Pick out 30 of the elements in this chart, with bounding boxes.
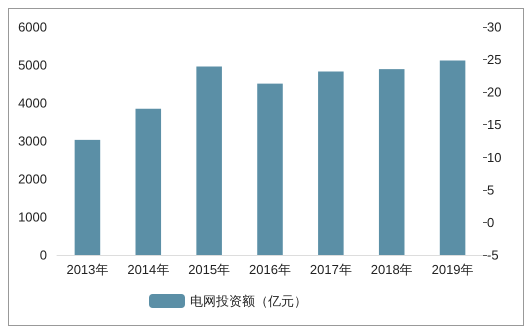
bar [440,60,466,255]
x-tick-label: 2018年 [370,262,413,277]
y2-tick-label: 10 [487,150,502,165]
y-tick-label: 3000 [18,134,47,148]
x-tick-label: 2014年 [127,262,170,277]
y2-tick-label: 25 [487,52,502,68]
y-tick-label: 0 [40,248,47,262]
y2-tick-label: 0 [487,214,494,230]
x-tick-label: 2019年 [432,262,474,277]
y2-tick-label: 20 [487,84,502,100]
y-tick-label: 1000 [18,210,47,224]
x-tick-label: 2013年 [66,262,108,277]
y2-tick-label: 30 [487,20,502,34]
bar [378,69,404,255]
x-tick-label: 2015年 [188,262,230,277]
bar [318,71,344,255]
y-tick-label: 2000 [18,172,47,186]
y2-tick-label: -5 [487,248,499,262]
y-tick-label: 5000 [18,58,47,72]
legend-label: 电网投资额（亿元） [190,294,307,308]
y2-tick-label: 5 [487,182,494,198]
bar [196,66,222,255]
y-tick-label: 4000 [18,96,47,110]
y-tick-label: 6000 [18,20,47,34]
bar [257,84,283,255]
bar [74,140,100,255]
x-tick-label: 2016年 [249,262,291,277]
x-tick-label: 2017年 [310,262,352,277]
y2-tick-label: 15 [487,117,502,132]
bar [136,108,162,255]
